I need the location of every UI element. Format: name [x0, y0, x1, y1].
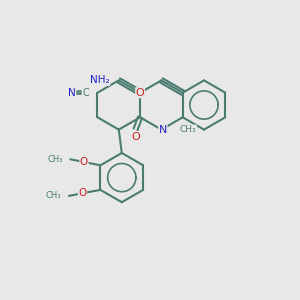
Text: O: O	[131, 132, 140, 142]
Text: O: O	[78, 188, 87, 198]
Text: N: N	[68, 88, 76, 98]
Text: CH₃: CH₃	[180, 125, 196, 134]
Text: NH₂: NH₂	[90, 75, 110, 85]
Text: O: O	[136, 88, 145, 98]
Text: N: N	[159, 124, 167, 135]
Text: C: C	[82, 88, 89, 98]
Text: CH₃: CH₃	[46, 191, 62, 200]
Text: O: O	[80, 157, 88, 167]
Text: CH₃: CH₃	[47, 155, 63, 164]
